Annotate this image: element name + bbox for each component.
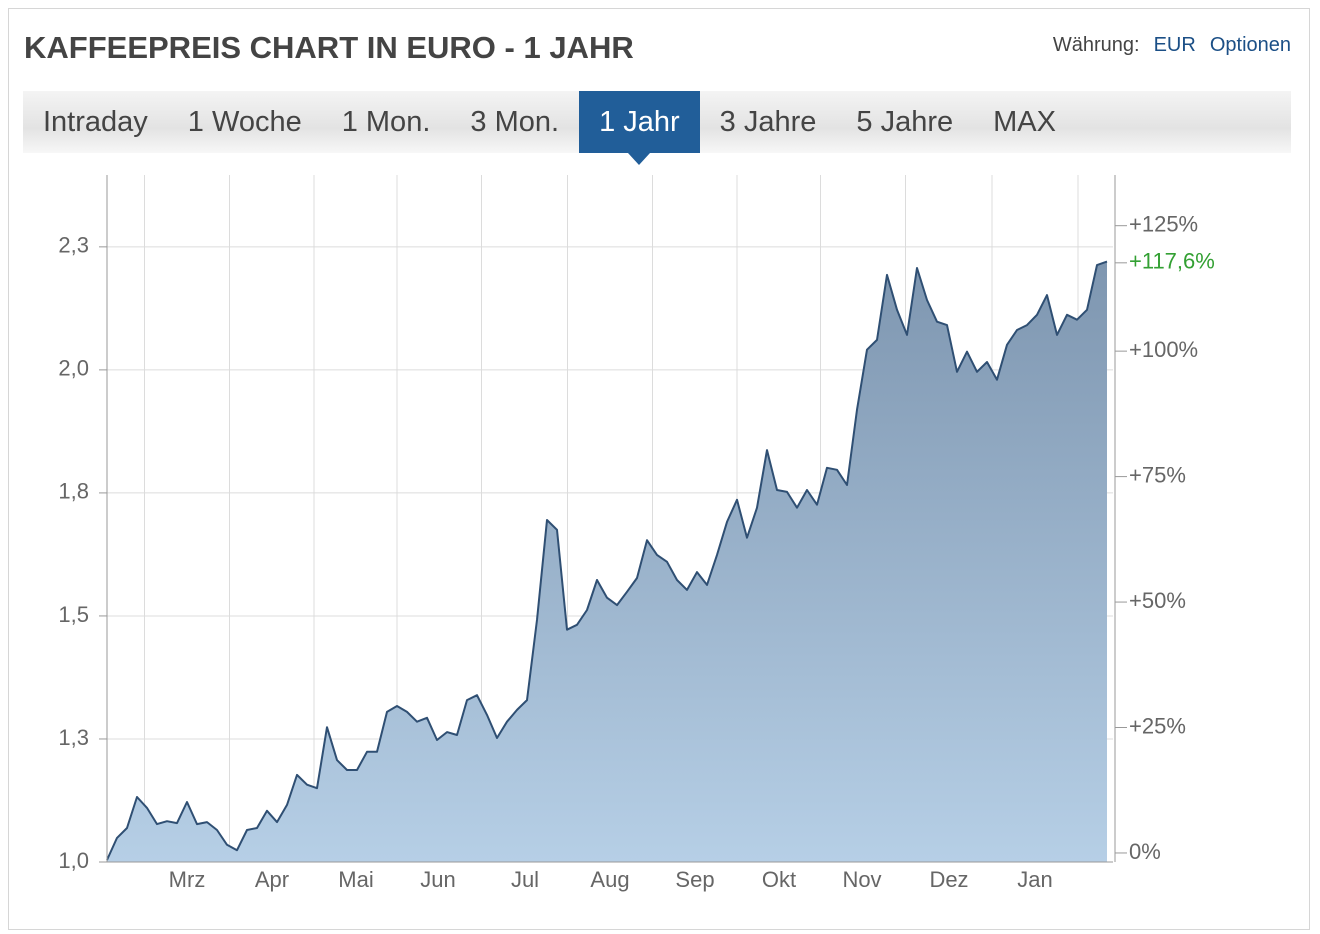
tab[interactable]: 1 Jahr [579,91,700,165]
tab[interactable]: 3 Mon. [470,106,560,138]
tab[interactable]: Intraday [43,106,148,138]
tab-bar: Intraday 1 Woche 1 Mon. 3 Mon. 1 Jahr 3 Jahre… [23,91,1291,165]
x-tick-label: Aug [590,867,629,892]
y-tick-label: 2,3 [58,233,89,258]
tab[interactable]: 5 Jahre [856,106,954,138]
x-tick-label: Dez [929,867,968,892]
y2-tick-label: +75% [1129,462,1186,487]
tab[interactable]: 1 Mon. [341,106,431,138]
y2-tick-label: +50% [1129,588,1186,613]
x-tick-label: Jan [1017,867,1052,892]
x-tick-label: Jul [511,867,539,892]
price-line [106,260,1108,861]
y-tick-label: 2,0 [58,356,89,381]
area [107,261,1107,863]
x-tick-label: Apr [255,867,289,892]
y-tick-label: 1,3 [58,725,89,750]
y2-tick-label: 0% [1129,839,1161,864]
x-tick-label: Mai [338,867,373,892]
y2-tick-label: +25% [1129,713,1186,738]
y2-tick-label: +125% [1129,211,1198,236]
frame [8,8,1310,930]
currency-label: Währung: [1052,34,1140,56]
tab[interactable]: MAX [993,106,1056,138]
y-tick-label: 1,5 [58,602,89,627]
x-tick-label: Okt [762,867,796,892]
page-title: KAFFEEPREIS CHART IN EURO - 1 JAHR [24,30,634,65]
options-link[interactable]: Optionen [1209,34,1291,56]
currency-link[interactable]: EUR [1153,34,1196,56]
y-tick-label: 1,0 [58,848,89,873]
options-bar: Währung: EUR Optionen [1045,34,1291,57]
y2-tick-label: +100% [1129,337,1198,362]
change-label: +117,6% [1129,249,1215,274]
y-tick-label: 1,8 [58,479,89,504]
x-tick-label: Nov [842,867,881,892]
x-tick-label: Mrz [169,867,206,892]
x-tick-label: Sep [675,867,714,892]
tab[interactable]: 3 Jahre [719,106,817,138]
tab[interactable]: 1 Woche [187,106,302,138]
x-tick-label: Jun [420,867,455,892]
